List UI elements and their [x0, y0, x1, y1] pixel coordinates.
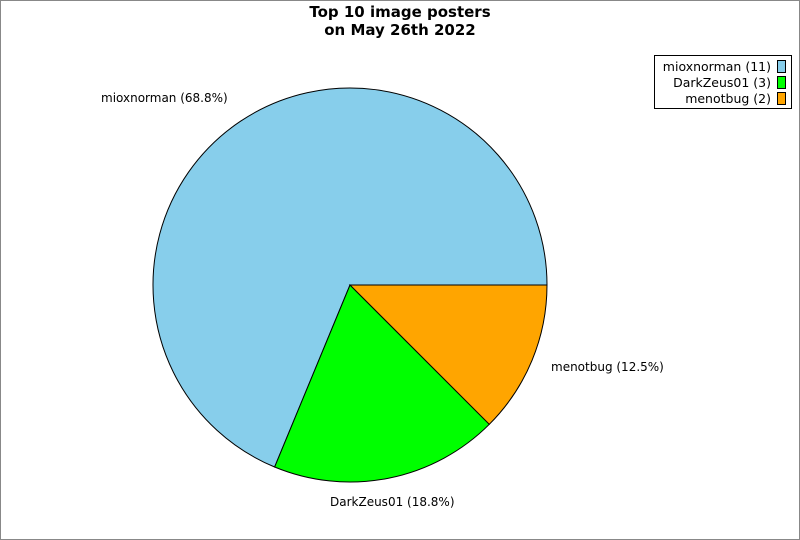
legend-swatch	[777, 91, 786, 105]
pie-slice-menotbug	[348, 284, 548, 426]
slice-label-mioxnorman: mioxnorman (68.8%)	[101, 91, 228, 105]
title-line-2: on May 26th 2022	[324, 21, 476, 39]
legend-label: mioxnorman (11)	[662, 58, 771, 74]
slice-label-darkzeus01: DarkZeus01 (18.8%)	[330, 495, 455, 509]
legend-label: menotbug (2)	[685, 90, 771, 106]
legend: mioxnorman (11) DarkZeus01 (3) menotbug …	[654, 55, 792, 109]
legend-item: mioxnorman (11)	[655, 58, 791, 74]
legend-swatch	[777, 75, 786, 89]
title-line-1: Top 10 image posters	[309, 3, 491, 21]
pie-slice-darkzeus01	[273, 284, 491, 483]
slice-label-menotbug: menotbug (12.5%)	[551, 360, 664, 374]
legend-item: menotbug (2)	[655, 90, 791, 106]
legend-swatch	[777, 59, 786, 73]
pie-slice-mioxnorman	[152, 87, 548, 468]
legend-item: DarkZeus01 (3)	[655, 74, 791, 90]
legend-label: DarkZeus01 (3)	[673, 74, 771, 90]
chart-title: Top 10 image posters on May 26th 2022	[0, 3, 800, 39]
